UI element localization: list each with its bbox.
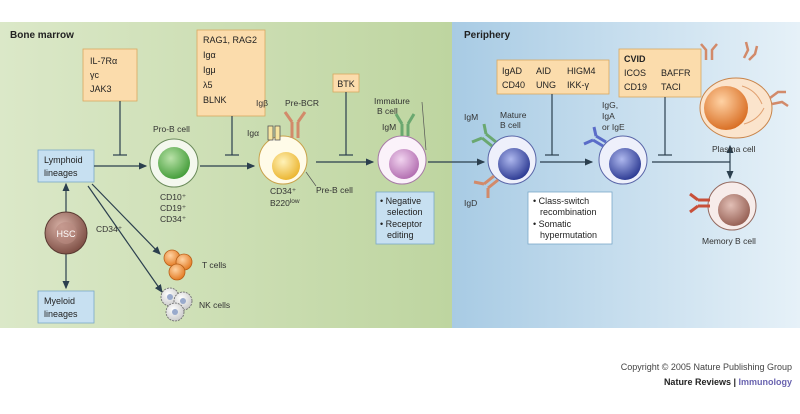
- rag-line5: BLNK: [203, 95, 227, 105]
- rag-line1: RAG1, RAG2: [203, 35, 257, 45]
- copyright-line: Copyright © 2005 Nature Publishing Group: [620, 362, 792, 372]
- class-switch-box: • Class-switch recombination • Somatic h…: [527, 191, 613, 245]
- mature-igd-label: IgD: [464, 198, 477, 208]
- classswitch-line1: • Class-switch: [533, 196, 589, 206]
- cvid-box: CVID ICOS CD19 BAFFR TACI: [618, 48, 702, 98]
- t-cells: [163, 249, 193, 281]
- journal-name: Nature Reviews: [663, 377, 731, 387]
- il7-box: IL-7Rα γc JAK3: [82, 48, 138, 102]
- mature-b-cell: [487, 135, 537, 185]
- mature-igm-label: IgM: [464, 112, 478, 122]
- rag-line2: Igα: [203, 50, 216, 60]
- negative-selection-box: • Negative selection • Receptor editing: [375, 191, 435, 245]
- switched-label-2: IgA: [602, 111, 615, 121]
- classswitch-line2: recombination: [540, 207, 597, 217]
- higm-ikk: IKK-γ: [567, 80, 590, 90]
- classswitch-line3: • Somatic: [533, 219, 572, 229]
- hsc-cell: HSC: [44, 211, 88, 255]
- immature-b-cell: [377, 135, 427, 185]
- memory-label: Memory B cell: [702, 236, 756, 246]
- lymphoid-line1: Lymphoid: [44, 155, 83, 165]
- negative-line1: • Negative: [380, 196, 421, 206]
- memory-receptor: [689, 192, 710, 214]
- prob-title: Pro-B cell: [153, 124, 190, 134]
- negative-line3: • Receptor: [380, 219, 422, 229]
- iga-label: Igα: [247, 128, 259, 138]
- preb-marker-1: CD34⁺: [270, 186, 297, 196]
- prob-marker-3: CD34⁺: [160, 214, 187, 224]
- bone-marrow-title: Bone marrow: [10, 30, 74, 41]
- rag-line3: Igμ: [203, 65, 216, 75]
- rag-line4: λ5: [203, 80, 213, 90]
- myeloid-line2: lineages: [44, 309, 78, 319]
- plasma-label: Plasma cell: [712, 144, 756, 154]
- higm-cd40: CD40: [502, 80, 525, 90]
- mature-title-2: B cell: [500, 120, 521, 130]
- switched-receptor: [583, 126, 607, 148]
- myeloid-line1: Myeloid: [44, 296, 75, 306]
- plasma-cell: [699, 77, 773, 139]
- cvid-baffr: BAFFR: [661, 68, 691, 78]
- nk-cells: [160, 287, 193, 322]
- switched-b-cell: [598, 135, 648, 185]
- immature-title-1: Immature: [374, 96, 410, 106]
- higm-box: IgAD CD40 AID UNG HIGM4 IKK-γ: [496, 59, 610, 95]
- prob-marker-2: CD19⁺: [160, 203, 187, 213]
- memory-b-cell: [707, 181, 757, 231]
- hsc-label: HSC: [56, 229, 76, 239]
- flow-arrows: [62, 144, 734, 293]
- mature-igm-receptor: [471, 123, 497, 148]
- higm-aid: AID: [536, 66, 552, 76]
- pre-bcr-receptor: [283, 111, 307, 138]
- periphery-title: Periphery: [464, 30, 511, 41]
- preb-marker-2: B220low: [270, 198, 300, 208]
- inhibition-bars: [113, 92, 672, 156]
- hsc-marker: CD34⁺: [96, 224, 123, 234]
- mature-igd-receptor: [473, 174, 499, 198]
- preb-title: Pre-B cell: [316, 185, 353, 195]
- t-cells-label: T cells: [202, 260, 226, 270]
- igb-label: Igβ: [256, 98, 268, 108]
- immature-igm-label: IgM: [382, 122, 396, 132]
- cvid-title: CVID: [624, 54, 646, 64]
- higm-higm4: HIGM4: [567, 66, 596, 76]
- journal-section: Immunology: [738, 377, 793, 387]
- lymphoid-line2: lineages: [44, 168, 78, 178]
- switched-label-1: IgG,: [602, 100, 618, 110]
- btk-label: BTK: [337, 79, 355, 89]
- immature-igm-receptor: [394, 113, 416, 136]
- prob-marker-1: CD10⁺: [160, 192, 187, 202]
- lymphoid-box: Lymphoid lineages: [37, 149, 95, 183]
- preb-cell: [258, 125, 308, 185]
- myeloid-box: Myeloid lineages: [37, 290, 95, 324]
- cvid-taci: TACI: [661, 82, 681, 92]
- il7-line3: JAK3: [90, 84, 112, 94]
- nk-cells-label: NK cells: [199, 300, 230, 310]
- cvid-icos: ICOS: [624, 68, 646, 78]
- journal-line: Nature Reviews | Immunology: [664, 377, 792, 387]
- il7-line1: IL-7Rα: [90, 56, 117, 66]
- antibodies: [700, 41, 789, 108]
- rag-box: RAG1, RAG2 Igα Igμ λ5 BLNK: [196, 29, 266, 117]
- cvid-cd19: CD19: [624, 82, 647, 92]
- negative-line2: selection: [387, 207, 423, 217]
- il7-line2: γc: [90, 70, 100, 80]
- classswitch-line4: hypermutation: [540, 230, 597, 240]
- immature-title-2: B cell: [377, 106, 398, 116]
- pre-bcr-label: Pre-BCR: [285, 98, 319, 108]
- mature-title-1: Mature: [500, 110, 527, 120]
- journal-separator: |: [730, 377, 739, 387]
- negative-line4: editing: [387, 230, 414, 240]
- higm-ung: UNG: [536, 80, 556, 90]
- switched-label-3: or IgE: [602, 122, 625, 132]
- higm-igad: IgAD: [502, 66, 523, 76]
- prob-cell: [149, 138, 199, 188]
- btk-box: BTK: [332, 73, 360, 93]
